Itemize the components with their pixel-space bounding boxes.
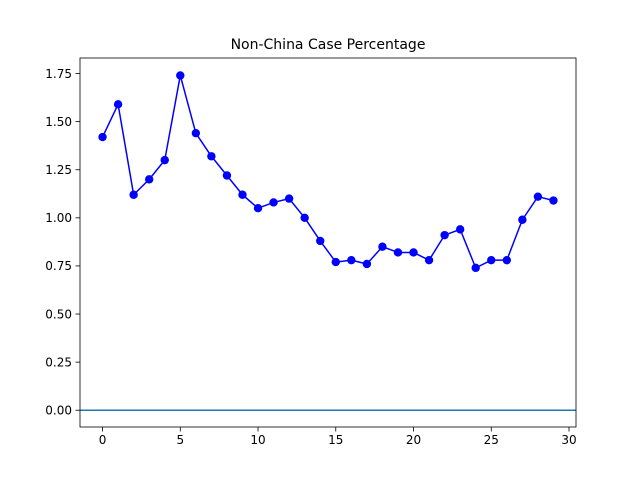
data-point: [129, 190, 138, 199]
data-point: [316, 236, 325, 246]
data-point: [502, 255, 512, 265]
data-point: [518, 215, 527, 224]
data-point: [222, 171, 232, 180]
data-point: [253, 204, 263, 213]
axes-frame: [79, 57, 577, 428]
data-point: [440, 230, 449, 240]
data-point: [487, 255, 496, 265]
y-tick-label: 0.25: [45, 355, 72, 369]
data-point: [424, 255, 434, 265]
data-point: [144, 175, 154, 184]
y-tick-label: 0.50: [45, 307, 72, 321]
y-tick-label: 0.75: [45, 259, 72, 273]
data-point: [98, 132, 107, 142]
x-tick-label: 5: [176, 433, 184, 447]
data-point: [533, 192, 543, 201]
data-point: [113, 100, 123, 109]
x-tick-label: 10: [250, 433, 265, 447]
data-point: [471, 263, 480, 273]
data-point: [378, 242, 387, 251]
series-line: [101, 74, 554, 269]
data-point: [207, 152, 216, 161]
x-tick-label: 30: [561, 433, 576, 447]
x-tick-label: 0: [99, 433, 107, 447]
plot-area: [80, 71, 576, 411]
x-tick-label: 20: [406, 433, 421, 447]
data-point: [393, 248, 403, 257]
data-point: [269, 198, 278, 207]
data-point: [238, 190, 247, 199]
data-point: [300, 213, 309, 223]
data-point: [455, 225, 465, 234]
y-tick-label: 0.00: [45, 404, 72, 418]
data-point: [331, 257, 340, 267]
data-point: [549, 196, 558, 205]
data-point: [160, 155, 169, 165]
y-tick-label: 1.00: [45, 211, 72, 225]
x-tick-label: 15: [328, 433, 343, 447]
y-tick-label: 1.75: [45, 67, 72, 81]
chart-title: Non-China Case Percentage: [231, 37, 426, 53]
data-point: [347, 255, 356, 265]
data-point: [409, 248, 418, 257]
axes: 0 5 10 15 20 25 30 0.00 0.25 0.50 0.75 1.00 1.25 1.50…: [45, 57, 577, 447]
data-point: [362, 259, 372, 269]
y-tick-label: 1.25: [45, 163, 72, 177]
data-point: [176, 71, 185, 80]
data-point: [191, 128, 201, 138]
x-tick-label: 25: [484, 433, 499, 447]
y-tick-label: 1.50: [45, 115, 72, 129]
data-point: [284, 194, 294, 203]
